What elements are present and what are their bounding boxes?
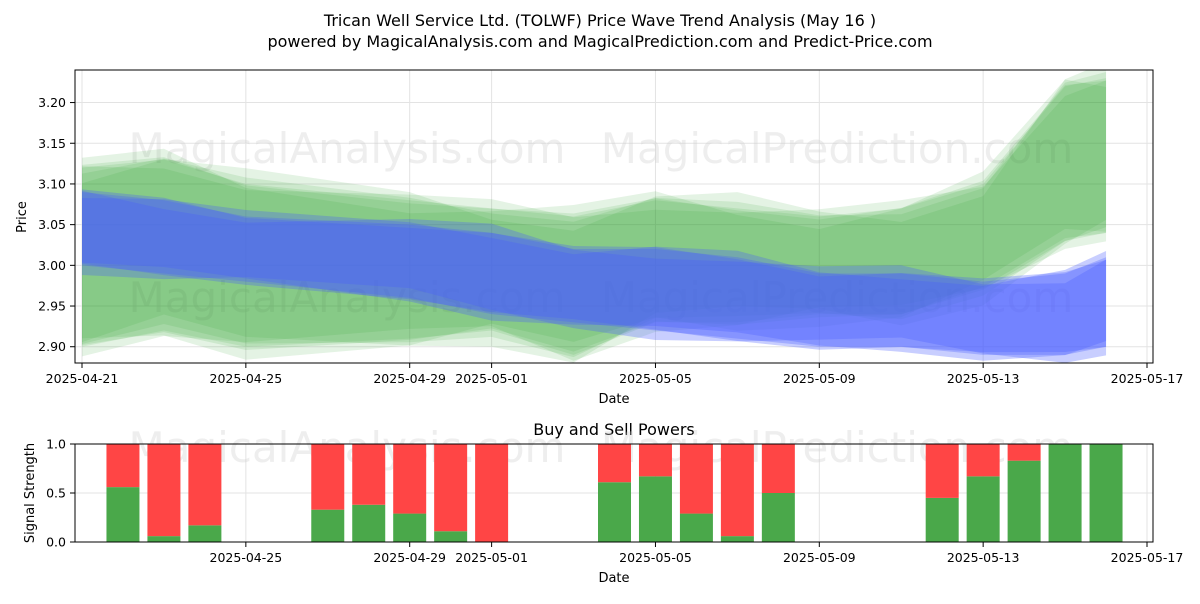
sell-power-bar — [188, 444, 222, 526]
buy-power-bar — [966, 476, 1000, 542]
blue-trend-band — [82, 189, 1107, 353]
buy-power-bar — [679, 513, 713, 542]
green-trend-band — [82, 80, 1107, 361]
sell-power-bar — [434, 444, 468, 532]
watermark-text: MagicalPrediction.com — [601, 124, 1074, 173]
price-x-tick-label: 2025-04-29 — [373, 371, 446, 386]
buy-power-bar — [393, 513, 427, 542]
price-y-tick-label: 3.10 — [38, 176, 66, 191]
price-y-tick-label: 3.05 — [38, 217, 66, 232]
signal-panel: Buy and Sell Powers MagicalAnalysis.com M… — [23, 420, 1183, 586]
blue-trend-band — [82, 192, 1107, 355]
buy-power-bar — [311, 509, 345, 542]
signal-x-tick-label: 2025-05-01 — [455, 550, 528, 565]
sell-power-bar — [761, 444, 795, 493]
watermark-text: MagicalAnalysis.com — [129, 124, 566, 173]
signal-x-tick-label: 2025-05-05 — [619, 550, 692, 565]
signal-y-axis-label: Signal Strength — [23, 443, 38, 543]
signal-x-tick-label: 2025-05-17 — [1111, 550, 1184, 565]
buy-power-bar — [638, 476, 672, 542]
sell-power-bar — [1007, 444, 1041, 461]
blue-trend-band — [82, 190, 1107, 363]
green-trend-band — [82, 70, 1107, 363]
signal-x-tick-label: 2025-05-13 — [947, 550, 1020, 565]
watermark-text: MagicalAnalysis.com — [129, 273, 566, 322]
signal-x-axis-label: Date — [598, 571, 629, 586]
sell-power-bar — [720, 444, 754, 537]
green-trend-band — [82, 79, 1107, 360]
buy-power-bar — [106, 487, 140, 542]
price-x-tick-label: 2025-04-25 — [210, 371, 283, 386]
green-trend-band — [82, 78, 1107, 355]
signal-y-tick-label: 0.5 — [46, 486, 66, 501]
price-x-tick-label: 2025-04-21 — [46, 371, 119, 386]
green-trend-band — [82, 80, 1107, 352]
sell-power-bar — [106, 444, 140, 488]
signal-x-tick-label: 2025-04-25 — [210, 550, 283, 565]
buy-power-bar — [761, 493, 795, 542]
buy-power-bar — [1048, 444, 1082, 542]
price-panel: MagicalAnalysis.com MagicalPrediction.com… — [15, 69, 1184, 407]
chart-title-line1: Trican Well Service Ltd. (TOLWF) Price W… — [323, 11, 876, 30]
buy-power-bar — [1089, 444, 1123, 542]
buy-power-bar — [434, 531, 468, 542]
price-x-tick-label: 2025-05-13 — [947, 371, 1020, 386]
price-y-tick-label: 3.15 — [38, 136, 66, 151]
signal-y-tick-label: 0.0 — [46, 535, 66, 550]
price-x-tick-label: 2025-05-09 — [783, 371, 856, 386]
buy-power-bar — [147, 536, 181, 542]
price-x-tick-label: 2025-05-01 — [455, 371, 528, 386]
price-x-axis-label: Date — [598, 392, 629, 407]
buy-power-bar — [1007, 460, 1041, 542]
sell-power-bar — [638, 444, 672, 477]
price-plot-frame — [74, 69, 1154, 364]
price-y-axis-label: Price — [15, 201, 30, 233]
sell-power-bar — [311, 444, 345, 510]
buy-power-bar — [925, 497, 959, 542]
sell-power-bar — [966, 444, 1000, 477]
sell-power-bar — [147, 444, 181, 537]
price-y-tick-label: 2.95 — [38, 299, 66, 314]
signal-x-tick-label: 2025-04-29 — [373, 550, 446, 565]
buy-power-bar — [352, 504, 386, 542]
green-trend-band — [82, 71, 1107, 358]
buy-power-bar — [598, 482, 631, 542]
signal-panel-title: Buy and Sell Powers — [533, 420, 695, 439]
signal-x-tick-label: 2025-05-09 — [783, 550, 856, 565]
sell-power-bar — [393, 444, 427, 514]
sell-power-bar — [598, 444, 631, 483]
watermark-text: MagicalPrediction.com — [601, 273, 1074, 322]
price-y-tick-label: 2.90 — [38, 339, 66, 354]
price-x-tick-label: 2025-05-05 — [619, 371, 692, 386]
price-y-tick-label: 3.00 — [38, 258, 66, 273]
sell-power-bar — [475, 444, 509, 542]
chart-title-line2: powered by MagicalAnalysis.com and Magic… — [267, 32, 932, 51]
sell-power-bar — [925, 444, 959, 498]
price-x-tick-label: 2025-05-17 — [1111, 371, 1184, 386]
buy-power-bar — [188, 525, 222, 542]
sell-power-bar — [679, 444, 713, 514]
blue-trend-band — [82, 198, 1107, 361]
price-y-tick-label: 3.20 — [38, 95, 66, 110]
buy-power-bar — [720, 536, 754, 542]
sell-power-bar — [352, 444, 386, 505]
signal-y-tick-label: 1.0 — [46, 437, 66, 452]
